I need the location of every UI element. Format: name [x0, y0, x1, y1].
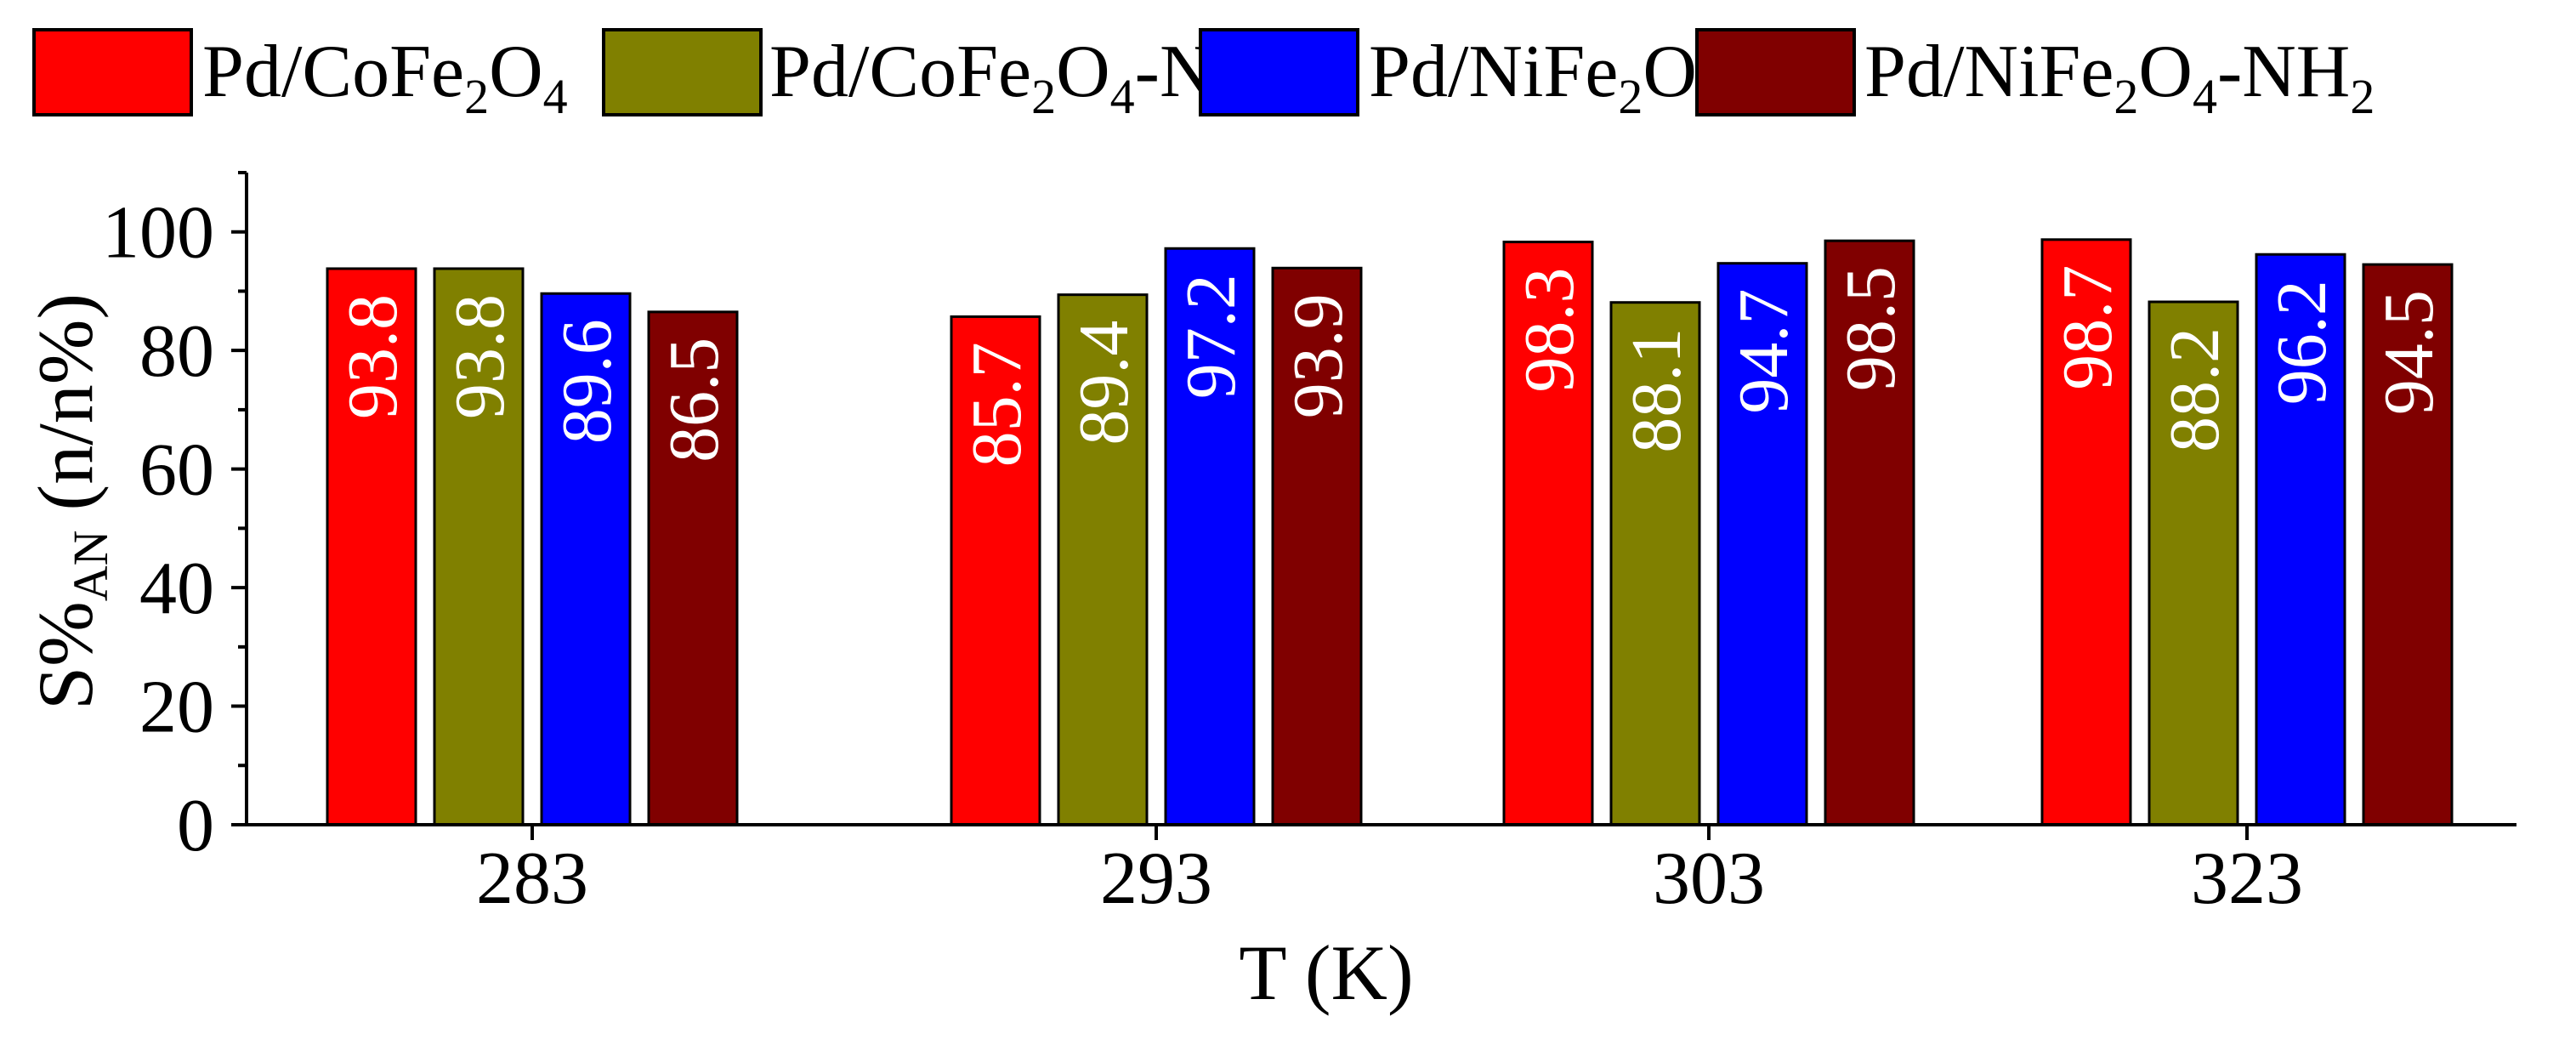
bar — [326, 267, 417, 826]
bar — [1824, 239, 1915, 826]
axes — [245, 173, 2516, 826]
legend-swatch — [1199, 28, 1359, 116]
legend: Pd/CoFe2O4Pd/CoFe2O4-NH2Pd/NiFe2O4Pd/NiF… — [32, 28, 2375, 124]
bar-value-label: 94.7 — [1724, 289, 1803, 414]
bar-value-label: 85.7 — [957, 342, 1036, 467]
y-tick-label: 100 — [102, 192, 214, 275]
bar-value-label: 93.9 — [1279, 293, 1358, 418]
x-tick-label: 283 — [476, 837, 588, 920]
bar — [433, 267, 525, 826]
bar — [1164, 247, 1256, 826]
bar — [1716, 262, 1808, 826]
x-axis-title: T (K) — [1239, 929, 1413, 1016]
legend-swatch — [602, 28, 763, 116]
bar-value-label: 86.5 — [655, 338, 734, 463]
bar — [2255, 253, 2346, 826]
bar-value-label: 96.2 — [2262, 280, 2341, 405]
bar — [2040, 238, 2132, 826]
y-tick-label: 80 — [139, 310, 214, 393]
y-axis-title-sub: AN — [63, 530, 118, 601]
bar-value-label: 94.5 — [2369, 290, 2448, 415]
x-ticks: 283 293 303 323 — [476, 825, 2303, 920]
bar-value-label: 93.8 — [333, 294, 412, 419]
x-tick-label: 323 — [2191, 837, 2303, 920]
bar-value-label: 97.2 — [1172, 274, 1251, 399]
legend-label: Pd/NiFe2O4 — [1369, 31, 1722, 124]
bar — [1609, 301, 1701, 826]
y-axis-title: S%AN (n/n%) — [22, 293, 118, 710]
x-tick-label: 293 — [1100, 837, 1212, 920]
y-tick-label: 20 — [139, 667, 214, 749]
bar — [1271, 266, 1363, 826]
y-axis-title-main: S% — [22, 601, 109, 710]
bar-value-label: 98.3 — [1510, 268, 1589, 393]
bar-value-label: 88.2 — [2155, 327, 2234, 452]
bar — [1057, 293, 1149, 826]
legend-label: Pd/NiFe2O4-NH2 — [1864, 31, 2375, 124]
legend-label: Pd/CoFe2O4 — [202, 31, 568, 124]
bar — [1502, 241, 1594, 826]
y-axis-title-rest: (n/n%) — [22, 293, 109, 530]
bar-value-label: 98.5 — [1831, 266, 1910, 391]
bar — [540, 292, 632, 826]
bar-labels: 93.8 85.7 98.3 98.7 93.8 89.4 88.1 88.2 89.6 97.2… — [333, 265, 2448, 468]
legend-swatch — [1695, 28, 1856, 116]
y-tick-label: 0 — [177, 785, 214, 867]
y-tick-label: 40 — [139, 548, 214, 630]
bar — [647, 310, 739, 826]
y-tick-label: 60 — [139, 429, 214, 512]
y-ticks: 0 20 40 60 80 100 — [102, 171, 247, 867]
bar — [950, 315, 1041, 826]
bar-value-label: 88.1 — [1617, 328, 1696, 453]
legend-swatch — [32, 28, 193, 116]
bar-value-label: 89.4 — [1064, 321, 1143, 446]
bar — [2148, 300, 2239, 826]
bars — [326, 238, 2454, 826]
bar-value-label: 98.7 — [2048, 265, 2127, 390]
bar-value-label: 89.6 — [548, 319, 627, 444]
bar-value-label: 93.8 — [440, 294, 519, 419]
bar — [2362, 263, 2454, 826]
x-tick-label: 303 — [1653, 837, 1765, 920]
